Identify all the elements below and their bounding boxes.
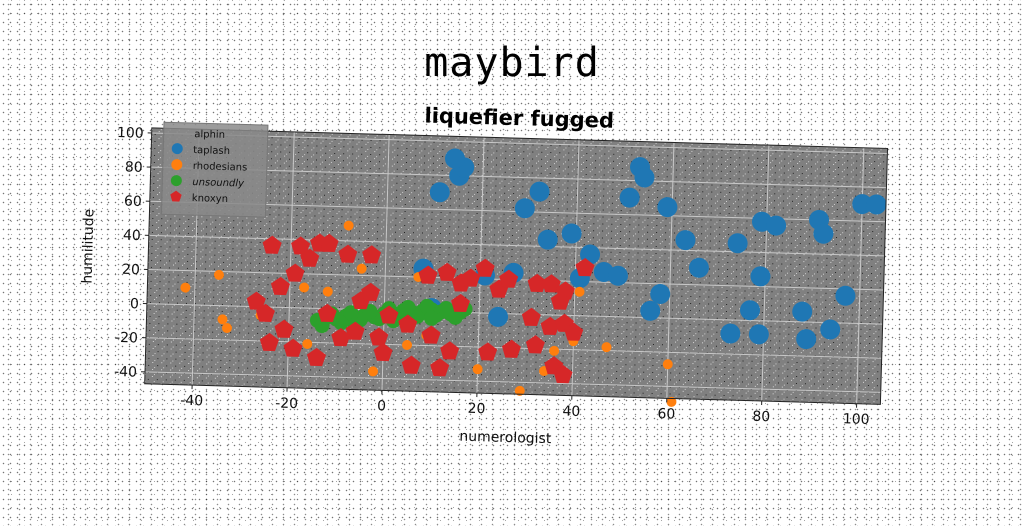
x-tick-label: 100 (843, 411, 870, 428)
legend: alphin taplash rhodesians unsoundly knoxyn (161, 122, 268, 217)
y-tick-label: 20 (122, 262, 140, 278)
y-tick-label: 0 (130, 296, 139, 312)
y-tick-label: 80 (125, 159, 143, 175)
x-tick-label: 60 (657, 406, 675, 422)
legend-label-rhodesians: rhodesians (193, 161, 248, 174)
x-tick-label: 0 (377, 398, 386, 414)
y-tick-label: 60 (124, 194, 142, 210)
x-tick-label: 20 (467, 401, 485, 417)
x-tick-label: -40 (180, 393, 203, 410)
x-tick-label: -20 (275, 395, 298, 412)
chart-title: liquefier fugged (424, 104, 614, 133)
y-tick-label: 40 (123, 228, 141, 244)
y-axis-label: humilitude (79, 208, 97, 283)
y-tick-label: -40 (114, 364, 137, 381)
x-tick-label: 80 (752, 409, 770, 425)
legend-title: alphin (194, 129, 225, 141)
x-tick-label: 40 (562, 403, 580, 419)
legend-label-taplash: taplash (193, 145, 230, 157)
legend-label-unsoundly: unsoundly (192, 177, 245, 189)
x-axis-label: numerologist (459, 429, 552, 448)
y-tick-label: 100 (117, 125, 144, 142)
legend-label-knoxyn: knoxyn (192, 193, 228, 205)
y-tick-label: -20 (115, 330, 138, 347)
